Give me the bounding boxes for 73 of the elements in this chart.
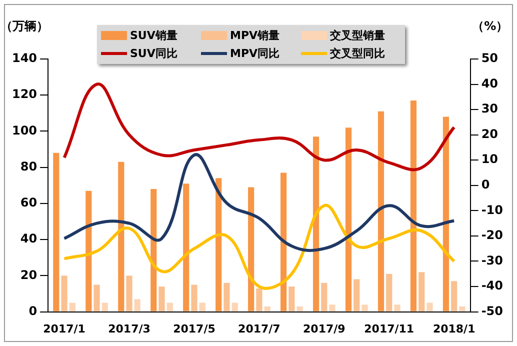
- legend-label: SUV同比: [130, 46, 178, 61]
- x-tick-label: 2017/9: [303, 322, 346, 336]
- bar: [256, 288, 262, 312]
- y-tick-label: 40: [20, 232, 38, 246]
- bar: [53, 152, 60, 312]
- x-tick-label: 2017/5: [173, 322, 216, 336]
- x-tick-label: 2017/11: [364, 322, 414, 336]
- bar: [386, 274, 392, 312]
- y2-tick-label: 50: [481, 51, 498, 66]
- x-tick-label: 2018/1: [432, 322, 476, 336]
- bar: [345, 128, 352, 312]
- y2-tick-label: -50: [481, 304, 504, 318]
- bar: [61, 276, 68, 312]
- bar: [410, 100, 417, 312]
- bar: [86, 190, 92, 312]
- bar: [459, 306, 466, 312]
- y2-tick-label: -30: [481, 253, 504, 268]
- bar: [134, 299, 140, 312]
- x-tick-label: 2017/7: [238, 322, 280, 336]
- y-axis-title: （万辆）: [0, 19, 49, 34]
- bar: [232, 302, 238, 312]
- bar: [264, 306, 270, 312]
- bar: [321, 282, 328, 312]
- y2-tick-label: -40: [481, 278, 504, 293]
- bar: [216, 178, 222, 312]
- bar: [394, 304, 400, 312]
- bar: [118, 162, 124, 312]
- bar: [378, 111, 384, 312]
- bar: [248, 187, 254, 312]
- bar: [418, 272, 425, 312]
- legend-label: 交叉型同比: [330, 46, 385, 61]
- bar: [354, 279, 360, 312]
- bar: [191, 284, 198, 312]
- bar: [296, 306, 303, 312]
- bar: [288, 286, 295, 312]
- bar: [102, 302, 108, 312]
- bar: [158, 286, 165, 312]
- legend-label: MPV销量: [230, 28, 280, 43]
- y-tick-label: 100: [12, 123, 38, 138]
- y2-tick-label: 10: [481, 152, 498, 166]
- bar: [329, 304, 336, 312]
- bar: [312, 136, 320, 312]
- legend-label: 交叉型销量: [330, 28, 385, 43]
- y2-tick-label: -20: [481, 228, 504, 242]
- y2-tick-label: 0: [481, 178, 490, 192]
- y2-tick-label: 20: [481, 126, 498, 141]
- y2-tick-label: 30: [481, 102, 498, 116]
- y-tick-label: 20: [20, 268, 38, 282]
- legend-label: MPV同比: [230, 46, 280, 61]
- y2-tick-label: 40: [481, 76, 498, 90]
- bar: [442, 116, 450, 312]
- y-tick-label: 120: [12, 87, 38, 102]
- bar: [426, 302, 433, 312]
- y-tick-label: 0: [28, 304, 38, 318]
- bar: [280, 172, 287, 312]
- bar: [150, 189, 157, 312]
- y-tick-label: 80: [20, 159, 38, 174]
- y2-axis-title: （%）: [472, 19, 508, 34]
- bar: [94, 284, 100, 312]
- x-tick-label: 2017/3: [108, 322, 150, 336]
- bar: [224, 282, 230, 312]
- legend-label: SUV销量: [130, 28, 178, 43]
- bar: [166, 302, 173, 312]
- x-tick-label: 2017/1: [43, 322, 86, 336]
- bar: [126, 276, 132, 312]
- bar: [183, 184, 190, 312]
- y-tick-label: 60: [20, 196, 38, 210]
- y-tick-label: 140: [12, 51, 38, 66]
- bar: [69, 302, 76, 312]
- bar: [362, 304, 368, 312]
- bar: [451, 281, 458, 312]
- y2-tick-label: -10: [481, 202, 504, 217]
- bar: [199, 302, 206, 312]
